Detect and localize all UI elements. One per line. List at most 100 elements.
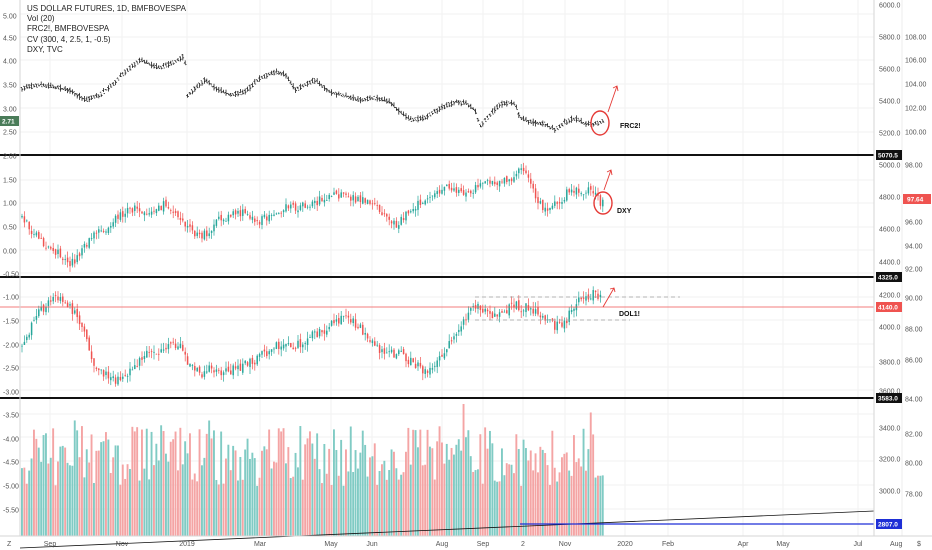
auto-scale-icon[interactable]: Aug bbox=[890, 541, 903, 548]
dxy-candle bbox=[102, 230, 105, 232]
legend-frc[interactable]: FRC2!, BMFBOVESPA bbox=[27, 24, 110, 34]
frc-open bbox=[186, 94, 188, 97]
dol-candle bbox=[400, 350, 402, 352]
volume-bar bbox=[448, 459, 451, 536]
frc-close bbox=[420, 118, 422, 121]
time-axis[interactable]: Sep Nov 2019 Mar May Jun Aug Sep 2 Nov 2020 Feb Apr M… bbox=[44, 541, 863, 548]
dol-candle bbox=[254, 362, 256, 365]
legend-dxy[interactable]: DXY, TVC bbox=[27, 44, 63, 54]
dol-candle bbox=[340, 315, 342, 325]
volume-bar bbox=[30, 458, 33, 536]
dol-candle bbox=[220, 370, 222, 376]
dol-annotation[interactable] bbox=[602, 287, 616, 308]
frc-close bbox=[26, 87, 29, 89]
volume-bar bbox=[61, 445, 64, 536]
dxy-candle bbox=[489, 180, 491, 184]
dxy-candle bbox=[234, 210, 237, 215]
legend-volume[interactable]: Vol (20) bbox=[27, 14, 55, 24]
zoom-icon[interactable]: Z bbox=[7, 541, 12, 548]
volume-bar bbox=[112, 457, 115, 536]
dxy-candle bbox=[390, 221, 393, 224]
dxy-candle bbox=[592, 191, 594, 194]
dol-candle bbox=[299, 339, 302, 348]
frc-close bbox=[372, 98, 374, 101]
dxy-candle bbox=[287, 205, 290, 209]
frc-annotation[interactable] bbox=[590, 85, 619, 136]
dxy-candle bbox=[506, 176, 508, 183]
volume-bar bbox=[438, 426, 441, 536]
volume-bar bbox=[229, 470, 232, 536]
volume-bar bbox=[565, 452, 568, 536]
price-badge-4140.0[interactable] bbox=[876, 302, 902, 312]
dol-candle bbox=[30, 322, 33, 336]
dol-candle bbox=[395, 354, 398, 359]
volume-bar bbox=[54, 485, 57, 536]
trend-line[interactable] bbox=[19, 510, 875, 549]
price-badge-5070.5[interactable] bbox=[876, 150, 902, 160]
dol-candle bbox=[225, 368, 227, 372]
left-price-axis[interactable]: 5.00 4.50 4.00 3.50 3.00 2.71 2.50 2.00 1.50 1.00… bbox=[0, 14, 19, 515]
frc-open bbox=[457, 100, 460, 103]
frc-close bbox=[441, 106, 444, 109]
frc-open bbox=[380, 97, 383, 101]
frc-open bbox=[469, 104, 471, 107]
price-badge-text: 3583.0 bbox=[878, 396, 898, 403]
dxy-candle bbox=[482, 182, 484, 184]
dxy-candle bbox=[347, 196, 350, 198]
right-price-axis-dxy[interactable]: 108.00 106.00 104.00 102.00 100.00 98.00 97.64… bbox=[903, 35, 931, 499]
volume-bar bbox=[325, 473, 328, 536]
volume-bar bbox=[141, 429, 143, 536]
dol-candle bbox=[292, 347, 294, 350]
frc-open bbox=[510, 101, 512, 104]
dol-candle bbox=[66, 302, 69, 308]
volume-bar bbox=[460, 450, 463, 536]
dxy-candle bbox=[436, 191, 438, 195]
volume-bar bbox=[587, 449, 590, 536]
frc-close bbox=[72, 91, 74, 94]
right-tick-label-dxy: 106.00 bbox=[905, 58, 927, 65]
dxy-value-badge[interactable] bbox=[903, 194, 931, 204]
legend-title[interactable]: US DOLLAR FUTURES, 1D, BMFBOVESPA bbox=[27, 4, 186, 13]
volume-bar bbox=[323, 444, 326, 536]
dol-candle bbox=[40, 306, 42, 311]
frc-open bbox=[49, 84, 52, 87]
dxy-candle bbox=[407, 210, 410, 214]
dol-candle bbox=[136, 366, 138, 367]
dol-candle bbox=[556, 321, 558, 331]
current-value-badge-text: 2.71 bbox=[2, 119, 15, 126]
frc-open bbox=[440, 105, 443, 108]
dol1-series bbox=[21, 286, 602, 387]
dol-candle bbox=[503, 311, 506, 313]
dol-candle bbox=[549, 319, 551, 321]
legend-cv[interactable]: CV (300, 4, 2.5, 1, -0.5) bbox=[27, 34, 111, 44]
frc-close bbox=[228, 94, 230, 96]
volume-bar bbox=[522, 439, 525, 536]
dxy-candle bbox=[162, 201, 165, 212]
volume-bar bbox=[328, 448, 331, 536]
right-tick-label-dxy: 94.00 bbox=[905, 244, 923, 251]
volume-bar bbox=[424, 464, 427, 536]
dol-candle bbox=[213, 370, 215, 373]
dxy-candle bbox=[208, 233, 210, 237]
price-badge-2807.0[interactable] bbox=[876, 519, 902, 529]
volume-bar bbox=[484, 427, 487, 536]
dol-candle bbox=[218, 369, 220, 371]
dol-candle bbox=[554, 321, 556, 330]
dxy-annotation[interactable] bbox=[593, 169, 613, 215]
price-badge-4325.0[interactable] bbox=[876, 272, 902, 282]
left-tick-label: 0.00 bbox=[3, 249, 17, 256]
frc-open bbox=[370, 96, 373, 99]
volume-bar bbox=[213, 430, 215, 536]
dol-candle bbox=[114, 377, 117, 384]
frc-close bbox=[384, 100, 386, 102]
left-tick-label: 3.50 bbox=[3, 83, 17, 90]
volume-bar bbox=[517, 449, 520, 536]
right-tick-label: 3800.0 bbox=[879, 360, 901, 367]
right-price-axis-points[interactable]: 6000.0 5800.0 5600.0 5400.0 5200.0 5070.5 5000… bbox=[876, 3, 902, 530]
dol-candle bbox=[126, 375, 129, 377]
volume-bar bbox=[37, 447, 40, 536]
currency-icon[interactable]: $ bbox=[917, 541, 921, 548]
dxy-candle bbox=[532, 183, 534, 189]
price-badge-3583.0[interactable] bbox=[876, 393, 902, 403]
